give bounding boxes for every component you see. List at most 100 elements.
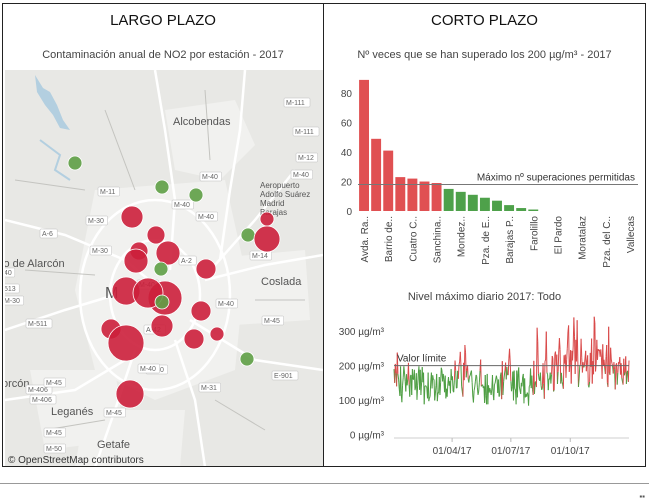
- road-label-bg: [43, 377, 66, 388]
- station-marker[interactable]: [154, 294, 170, 310]
- bar[interactable]: [516, 208, 527, 211]
- resize-handle-icon[interactable]: ▪▪: [639, 492, 645, 501]
- daily-max-segment: [562, 355, 565, 389]
- daily-max-segment: [531, 375, 534, 390]
- daily-max-segment: [552, 358, 555, 392]
- road-label: M-40: [140, 366, 156, 373]
- daily-max-segment: [503, 375, 505, 382]
- line-chart-title: Nivel máximo diario 2017: Todo: [407, 291, 562, 303]
- station-marker[interactable]: [188, 187, 204, 203]
- daily-max-segment: [459, 351, 462, 366]
- daily-max-segment: [610, 347, 612, 360]
- daily-max-segment: [556, 371, 559, 384]
- bar[interactable]: [492, 200, 502, 211]
- station-marker[interactable]: [107, 324, 145, 362]
- station-marker[interactable]: [123, 248, 149, 274]
- daily-max-segment: [577, 378, 580, 388]
- bar[interactable]: [419, 181, 430, 211]
- bar-category-label: Vallecas: [626, 216, 637, 253]
- road-label-bg: [195, 211, 218, 222]
- daily-max-segment: [506, 367, 509, 376]
- road-label-bg: [178, 255, 197, 266]
- bar-category-label: Mondez..: [457, 216, 468, 257]
- road-label: M-45: [46, 380, 62, 387]
- station-marker[interactable]: [253, 225, 281, 253]
- station-marker[interactable]: [183, 328, 205, 350]
- station-marker[interactable]: [154, 179, 170, 195]
- station-marker[interactable]: [115, 379, 145, 409]
- bar[interactable]: [467, 194, 478, 211]
- bar-category-label: Barajas P..: [505, 216, 516, 264]
- station-marker[interactable]: [155, 240, 181, 266]
- daily-max-segment: [521, 376, 524, 387]
- station-marker[interactable]: [120, 205, 144, 229]
- daily-max-segment: [507, 358, 510, 375]
- station-marker[interactable]: [146, 225, 166, 245]
- road-label-bg: [292, 126, 320, 137]
- road-label-bg: [43, 427, 66, 438]
- daily-max-segment: [417, 373, 419, 386]
- station-marker[interactable]: [239, 351, 255, 367]
- place-label: orcón: [5, 378, 30, 390]
- daily-max-segment: [535, 327, 538, 388]
- daily-max-segment: [429, 381, 432, 397]
- line-y-tick: 0 µg/m³: [350, 431, 385, 442]
- daily-max-segment: [594, 322, 597, 372]
- road-label: A-2: [181, 258, 192, 265]
- road-label-bg: [103, 407, 126, 418]
- daily-max-segment: [596, 349, 599, 360]
- station-marker[interactable]: [153, 261, 169, 277]
- daily-max-segment: [453, 380, 455, 393]
- daily-max-segment: [593, 316, 596, 324]
- long-term-title: LARGO PLAZO: [110, 12, 216, 29]
- station-marker[interactable]: [259, 211, 275, 227]
- daily-max-segment: [425, 385, 427, 387]
- daily-max-segment: [623, 358, 625, 376]
- daily-max-segment: [497, 379, 500, 397]
- daily-max-segment: [511, 386, 513, 392]
- station-marker[interactable]: [209, 326, 225, 342]
- daily-max-segment: [478, 382, 480, 392]
- place-label: Alcobendas: [173, 116, 231, 128]
- daily-max-segment: [490, 389, 493, 396]
- daily-max-line-chart: 0 µg/m³ 100 µg/m³ 200 µg/m³ 300 µg/m³ 01/04/…: [324, 308, 645, 466]
- daily-max-segment: [464, 344, 467, 353]
- daily-max-segment: [606, 344, 608, 383]
- bar[interactable]: [504, 205, 515, 211]
- daily-max-segment: [516, 373, 519, 398]
- bar[interactable]: [528, 209, 539, 211]
- station-marker[interactable]: [67, 155, 83, 171]
- short-term-panel: CORTO PLAZO Nº veces que se han superado…: [324, 3, 646, 467]
- daily-max-segment: [442, 373, 445, 380]
- short-term-title: CORTO PLAZO: [431, 12, 538, 29]
- daily-max-segment: [544, 359, 547, 362]
- daily-max-segment: [480, 385, 483, 387]
- daily-max-segment: [608, 326, 610, 373]
- station-marker[interactable]: [195, 258, 217, 280]
- daily-max-segment: [499, 376, 501, 396]
- daily-max-segment: [602, 344, 604, 366]
- bar[interactable]: [371, 138, 382, 211]
- station-marker[interactable]: [190, 300, 212, 322]
- bar[interactable]: [395, 177, 406, 211]
- bar[interactable]: [383, 150, 394, 211]
- daily-max-segment: [546, 372, 549, 375]
- bar[interactable]: [455, 191, 466, 211]
- daily-max-segment: [451, 376, 454, 392]
- station-marker[interactable]: [240, 227, 256, 243]
- bar[interactable]: [407, 178, 418, 211]
- bar[interactable]: [359, 79, 369, 211]
- daily-max-segment: [436, 392, 439, 402]
- bar[interactable]: [431, 183, 442, 211]
- daily-max-segment: [578, 365, 581, 379]
- daily-max-segment: [509, 348, 511, 362]
- road-label: A-6: [42, 231, 53, 238]
- station-marker[interactable]: [150, 314, 174, 338]
- place-label: Leganés: [51, 406, 94, 418]
- bar[interactable]: [479, 197, 490, 211]
- road-label-bg: [85, 215, 108, 226]
- station-map[interactable]: Alcobendas Aeropuerto Adolfo Suárez Madrid B…: [5, 70, 323, 466]
- bar[interactable]: [443, 188, 454, 211]
- daily-max-segment: [568, 362, 571, 372]
- road-label: M-30: [92, 248, 108, 255]
